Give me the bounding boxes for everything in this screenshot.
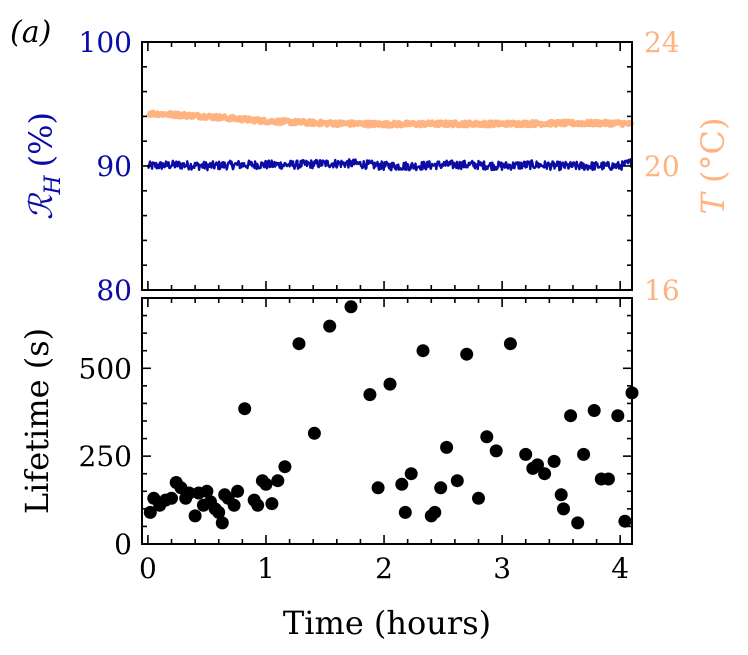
scatter-point [165,491,178,505]
top-panel: 80 90 100 16 20 24 ℛH (%) T (°C) [22,26,732,307]
scatter-point [472,491,485,505]
scatter-point [587,404,601,417]
time-tick-label: 0 [139,552,157,585]
scatter-point [571,516,585,530]
scatter-point [480,430,494,444]
scatter-points [143,300,639,530]
scatter-point [363,388,377,402]
lifetime-axis-title: Lifetime (s) [18,328,56,514]
scatter-point [188,509,202,523]
bottom-y-tick-labels: 0 250 500 [79,352,132,561]
scatter-point [489,444,503,458]
scatter-point [182,486,196,500]
scatter-point [404,467,418,481]
scatter-point [503,337,517,351]
scatter-point [557,502,570,516]
scatter-point [601,472,615,486]
time-tick-label: 2 [375,552,393,585]
scatter-point [143,505,157,519]
top-series-group [146,109,635,172]
bottom-panel: 0 250 500 0 1 2 3 4 Lifetime (s) Time (hours) [18,297,639,642]
scatter-point [519,447,533,461]
scatter-point [227,498,241,512]
bottom-x-tick-labels: 0 1 2 3 4 [139,552,629,585]
time-tick-label: 1 [257,552,275,585]
temperature-axis-unit: (°C) [694,118,732,194]
scatter-point [428,505,442,519]
temperature-axis-symbol: T [694,190,732,214]
scatter-point [531,458,544,472]
scatter-point [460,347,474,361]
top-left-tick-labels: 80 90 100 [79,26,132,307]
scatter-point [344,300,358,314]
time-axis-title: Time (hours) [283,604,491,642]
humidity-tick-label: 100 [79,26,132,59]
scatter-point [538,467,552,481]
temperature-axis-title: T (°C) [694,118,732,215]
temperature-tick-label: 24 [644,26,680,59]
top-ticks [142,41,632,291]
time-tick-label: 4 [611,552,629,585]
humidity-series-line [146,158,633,172]
scatter-point [323,319,337,333]
scatter-point [440,440,454,454]
scatter-point [398,505,412,519]
scatter-point [271,474,285,488]
scatter-point [416,344,430,358]
scatter-point [564,409,578,423]
scatter-point [450,474,464,488]
humidity-axis-subscript: H [41,175,66,196]
humidity-axis-unit: (%) [22,112,60,167]
scatter-point [395,477,409,491]
scatter-point [611,409,625,423]
temperature-tick-label: 20 [644,150,680,183]
scatter-point [259,477,273,491]
scatter-point [231,484,245,498]
humidity-tick-label: 90 [96,150,132,183]
bottom-ticks [142,297,632,545]
scatter-point [200,484,214,498]
top-right-tick-labels: 16 20 24 [644,26,680,307]
time-tick-label: 3 [493,552,511,585]
scatter-point [238,402,252,416]
scatter-point [618,514,632,528]
panel-label: (a) [10,15,51,50]
temperature-tick-label: 16 [644,274,680,307]
lifetime-tick-label: 500 [79,352,132,385]
scatter-point [383,377,397,391]
lifetime-tick-label: 250 [79,440,132,473]
scatter-point [371,481,385,495]
scatter-point [554,488,568,502]
scatter-point [292,337,306,351]
humidity-axis-symbol: ℛ [22,192,60,220]
lifetime-tick-label: 0 [114,528,132,561]
scatter-point [215,516,229,530]
scatter-point [577,447,591,461]
scatter-point [278,460,292,474]
humidity-tick-label: 80 [96,274,132,307]
scatter-point [547,454,561,468]
scatter-point [265,497,279,511]
scatter-point [307,426,321,440]
humidity-axis-title: ℛH (%) [22,112,66,220]
scatter-point [251,498,265,512]
scatter-point [434,481,448,495]
scatter-point [212,505,226,519]
temperature-series-line [146,109,635,129]
